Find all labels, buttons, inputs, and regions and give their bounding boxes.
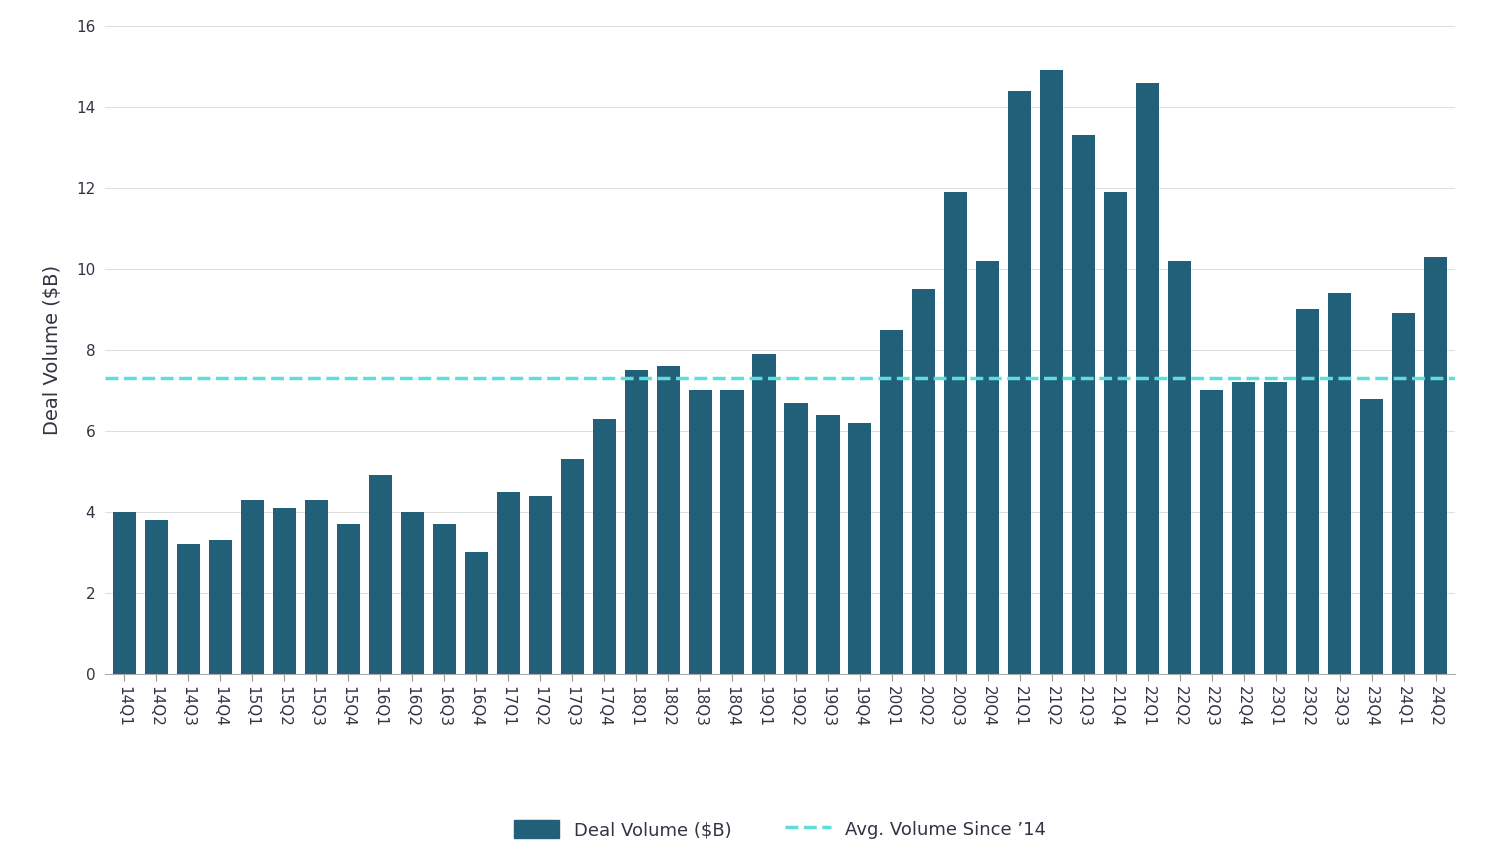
Bar xyxy=(1264,382,1287,674)
Bar xyxy=(624,370,648,674)
Bar xyxy=(240,499,264,674)
Bar xyxy=(720,391,744,674)
Bar xyxy=(209,540,231,674)
Bar xyxy=(336,524,360,674)
Bar xyxy=(688,391,711,674)
Bar xyxy=(561,460,584,674)
Bar xyxy=(784,403,807,674)
Bar xyxy=(1233,382,1256,674)
Bar xyxy=(1425,257,1448,674)
Bar xyxy=(273,508,296,674)
Y-axis label: Deal Volume ($B): Deal Volume ($B) xyxy=(44,265,62,435)
Bar xyxy=(1360,398,1383,674)
Bar xyxy=(880,330,903,674)
Bar xyxy=(753,354,776,674)
Bar xyxy=(945,192,968,674)
Bar xyxy=(1329,293,1352,674)
Bar xyxy=(657,366,680,674)
Bar xyxy=(1168,261,1191,674)
Bar xyxy=(177,544,200,674)
Bar xyxy=(1041,71,1064,674)
Bar xyxy=(1296,309,1320,674)
Bar xyxy=(976,261,999,674)
Bar xyxy=(1104,192,1128,674)
Bar xyxy=(432,524,456,674)
Bar xyxy=(592,419,615,674)
Bar xyxy=(144,520,168,674)
Bar xyxy=(1008,91,1032,674)
Bar xyxy=(304,499,327,674)
Bar xyxy=(1137,83,1160,674)
Bar xyxy=(816,415,840,674)
Bar xyxy=(369,475,392,674)
Bar xyxy=(1072,136,1095,674)
Bar xyxy=(112,511,135,674)
Bar xyxy=(1392,314,1416,674)
Bar xyxy=(400,511,423,674)
Legend: Deal Volume ($B), Avg. Volume Since ’14: Deal Volume ($B), Avg. Volume Since ’14 xyxy=(507,812,1053,847)
Bar xyxy=(1200,391,1224,674)
Bar xyxy=(849,422,871,674)
Bar xyxy=(496,492,519,674)
Bar xyxy=(912,289,936,674)
Bar xyxy=(528,496,552,674)
Bar xyxy=(465,552,488,674)
